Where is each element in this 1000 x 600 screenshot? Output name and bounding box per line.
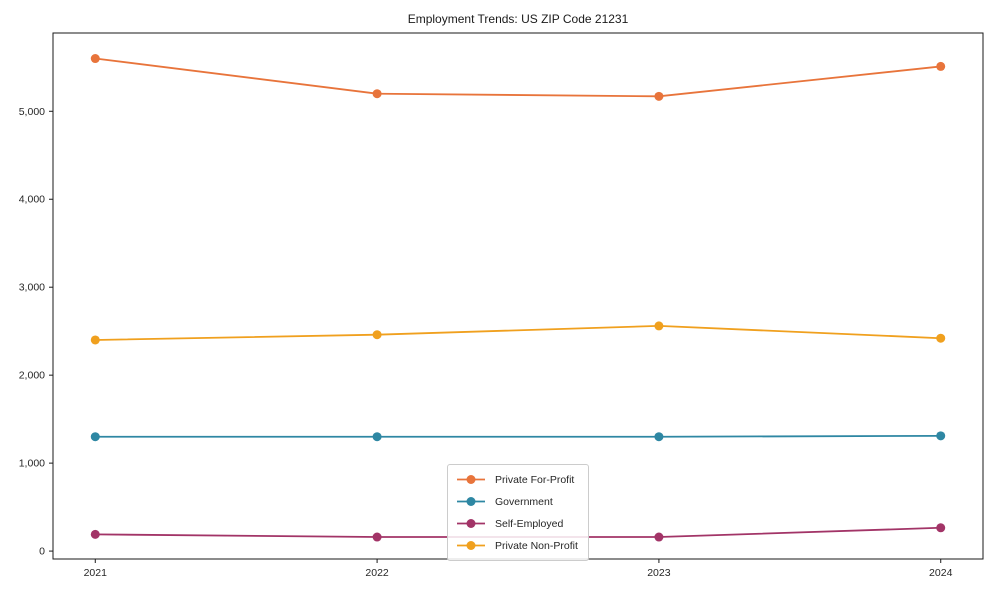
- y-tick-label: 3,000: [19, 282, 45, 294]
- x-tick-label: 2021: [84, 567, 108, 579]
- legend-marker-icon: [457, 541, 485, 550]
- x-tick-label: 2022: [365, 567, 389, 579]
- legend: Private For-Profit Government Self-Employe…: [447, 464, 589, 561]
- data-point-government: [372, 432, 382, 442]
- legend-label: Private Non-Profit: [495, 539, 578, 552]
- legend-marker-icon: [457, 497, 485, 506]
- data-point-self-employed: [654, 532, 664, 542]
- data-point-private-for-profit: [372, 89, 382, 99]
- data-point-private-non-profit: [372, 330, 382, 340]
- data-point-private-for-profit: [936, 61, 946, 71]
- series-line-private-non-profit: [94, 325, 942, 341]
- legend-item-self-employed: Self-Employed: [456, 514, 578, 533]
- y-tick-label: 5,000: [19, 106, 45, 118]
- legend-item-private-for-profit: Private For-Profit: [456, 470, 578, 489]
- y-tick-label: 0: [39, 546, 45, 558]
- legend-item-government: Government: [456, 492, 578, 511]
- legend-item-private-non-profit: Private Non-Profit: [456, 536, 578, 555]
- chart-title: Employment Trends: US ZIP Code 21231: [407, 12, 629, 26]
- y-tick-label: 1,000: [19, 458, 45, 470]
- data-point-private-non-profit: [936, 333, 946, 343]
- data-point-private-non-profit: [90, 335, 100, 345]
- x-tick-label: 2024: [929, 567, 953, 579]
- legend-label: Private For-Profit: [495, 473, 575, 486]
- data-point-self-employed: [372, 532, 382, 542]
- data-point-private-for-profit: [654, 91, 664, 101]
- y-tick-label: 4,000: [19, 194, 45, 206]
- series-line-private-for-profit: [94, 57, 942, 98]
- legend-marker-icon: [457, 475, 485, 484]
- data-point-government: [654, 432, 664, 442]
- data-point-private-for-profit: [90, 54, 100, 64]
- legend-label: Self-Employed: [495, 517, 564, 530]
- data-point-private-non-profit: [654, 321, 664, 331]
- legend-label: Government: [495, 495, 553, 508]
- legend-marker-icon: [457, 519, 485, 528]
- data-point-government: [90, 432, 100, 442]
- data-point-self-employed: [90, 529, 100, 539]
- x-tick-label: 2023: [647, 567, 671, 579]
- data-point-government: [936, 431, 946, 441]
- y-tick-label: 2,000: [19, 370, 45, 382]
- data-point-self-employed: [936, 523, 946, 533]
- series-line-government: [94, 434, 942, 438]
